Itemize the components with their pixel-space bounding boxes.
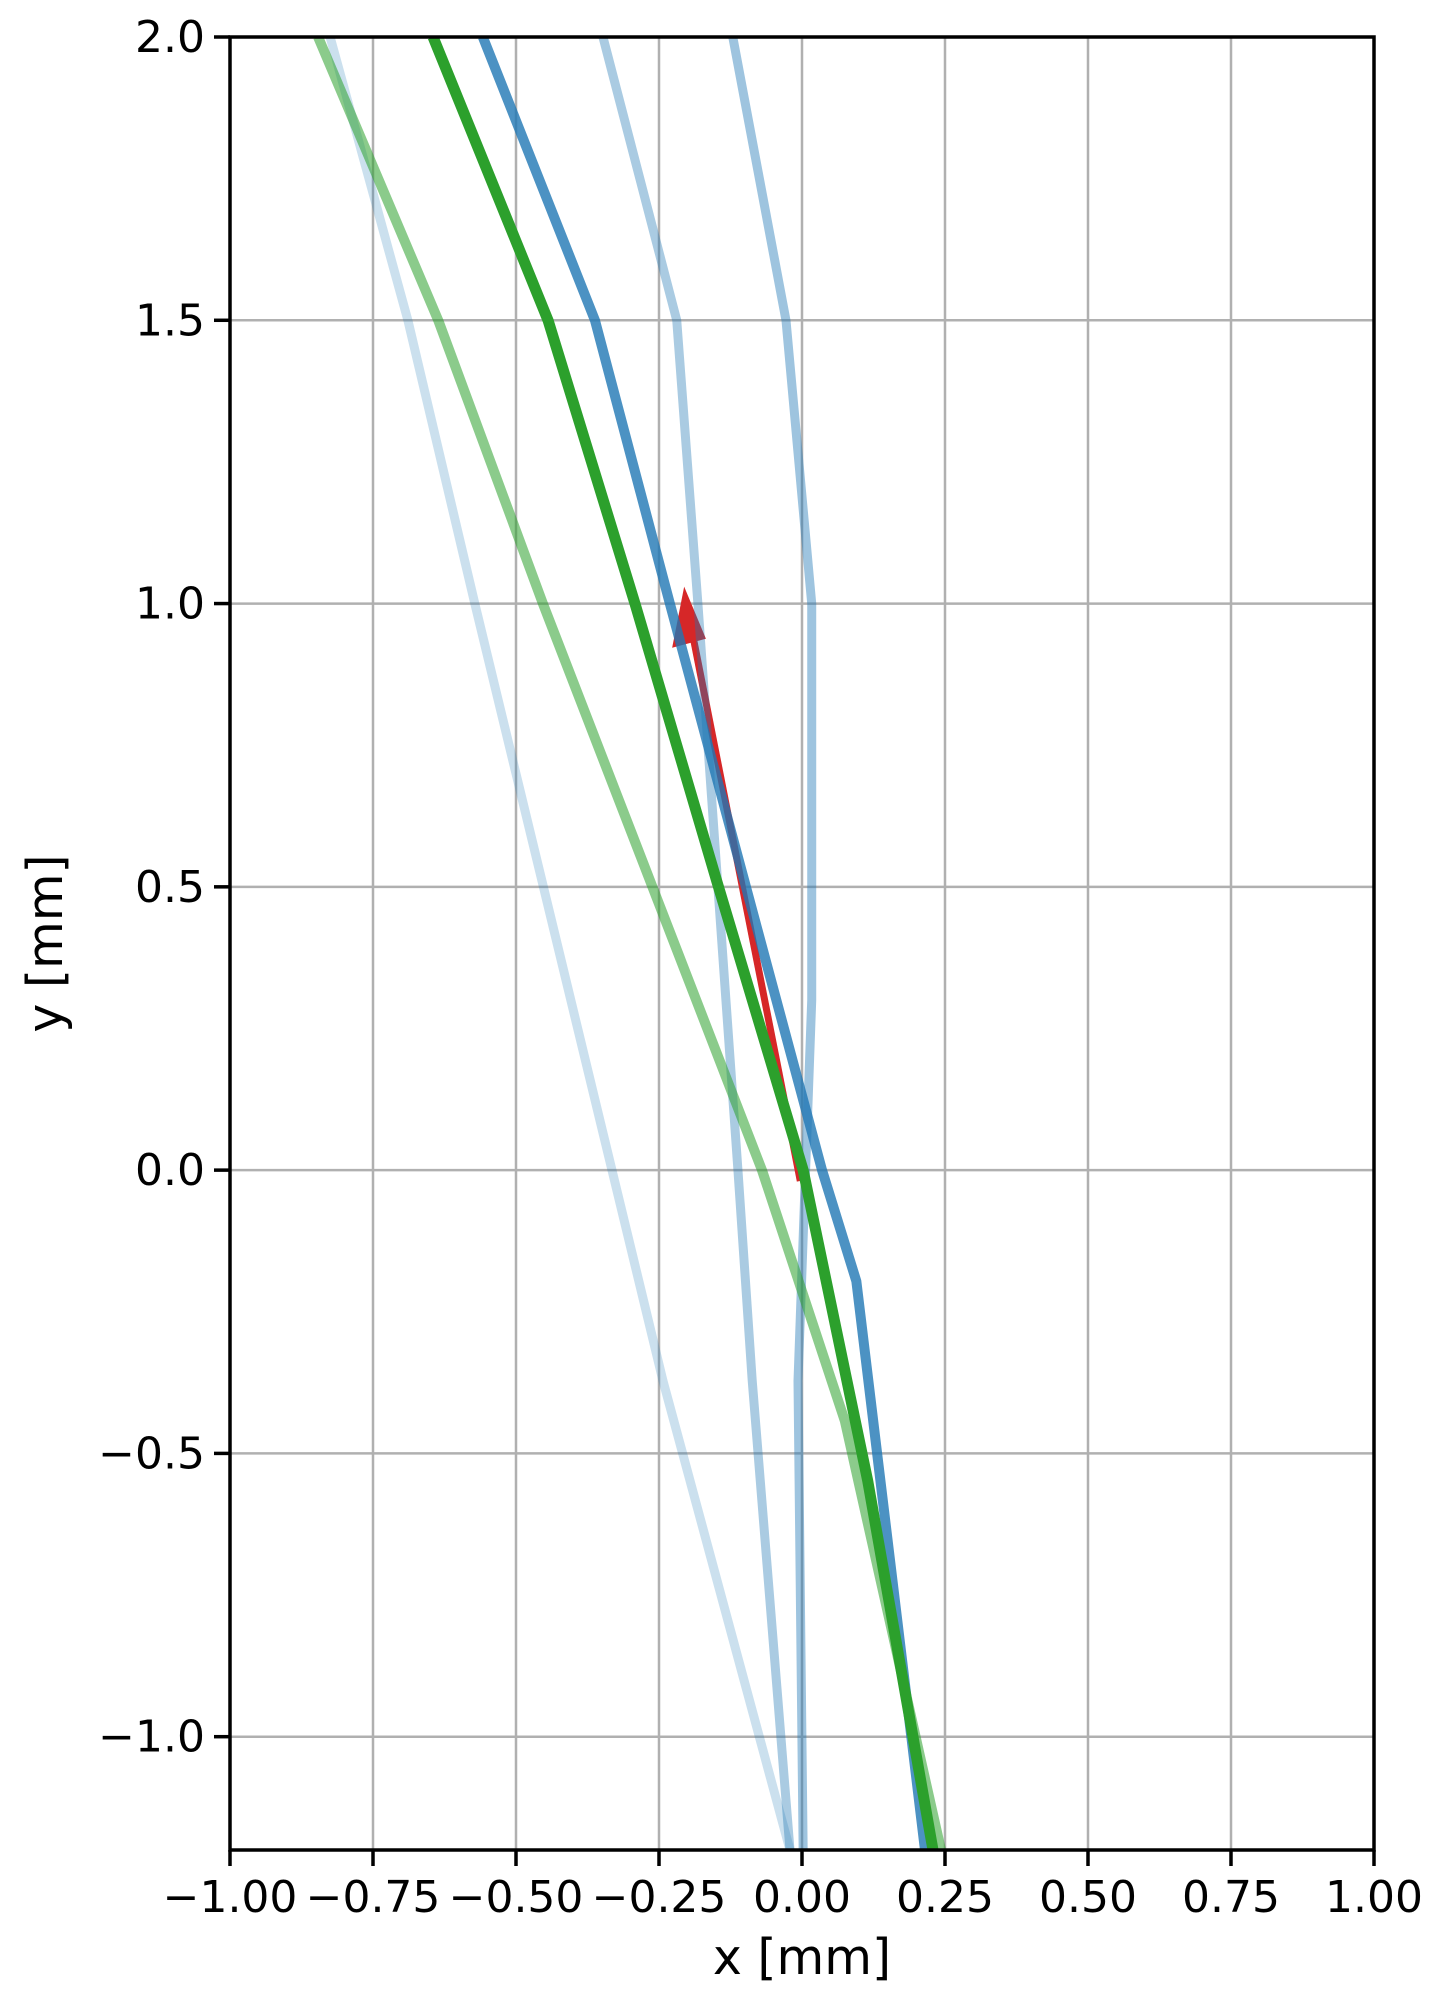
ticks: −1.00 −0.75 −0.50 −0.25 0.00 0.25 0.50 0.75 1.00… [98, 12, 1423, 1923]
x-tick-label: 0.25 [896, 1872, 994, 1923]
y-tick-label: 0.0 [135, 1145, 205, 1196]
series-trajectory-blue-faint [325, 37, 795, 1850]
x-tick-label: 0.50 [1039, 1872, 1137, 1923]
y-tick-label: −0.5 [98, 1428, 205, 1479]
x-tick-label: −0.25 [592, 1872, 727, 1923]
data-layer [313, 37, 946, 1850]
series-trajectory-green-dark [427, 37, 939, 1850]
x-tick-label: 0.00 [753, 1872, 851, 1923]
series-trajectory-green-light [313, 37, 946, 1850]
x-tick-label: 0.75 [1182, 1872, 1280, 1923]
x-tick-label: −1.00 [163, 1872, 298, 1923]
y-tick-label: −1.0 [98, 1712, 205, 1763]
y-axis-label: y [mm] [17, 854, 74, 1032]
x-tick-label: −0.50 [449, 1872, 584, 1923]
y-tick-label: 0.5 [135, 862, 205, 913]
y-tick-label: 2.0 [135, 12, 205, 63]
y-tick-label: 1.0 [135, 579, 205, 630]
x-axis-label: x [mm] [713, 1929, 891, 1986]
x-tick-label: 1.00 [1325, 1872, 1423, 1923]
series-trajectory-blue-dark [478, 37, 930, 1850]
series-trajectory-blue-vertical [728, 37, 817, 1850]
y-tick-label: 1.5 [135, 295, 205, 346]
x-tick-label: −0.75 [306, 1872, 441, 1923]
